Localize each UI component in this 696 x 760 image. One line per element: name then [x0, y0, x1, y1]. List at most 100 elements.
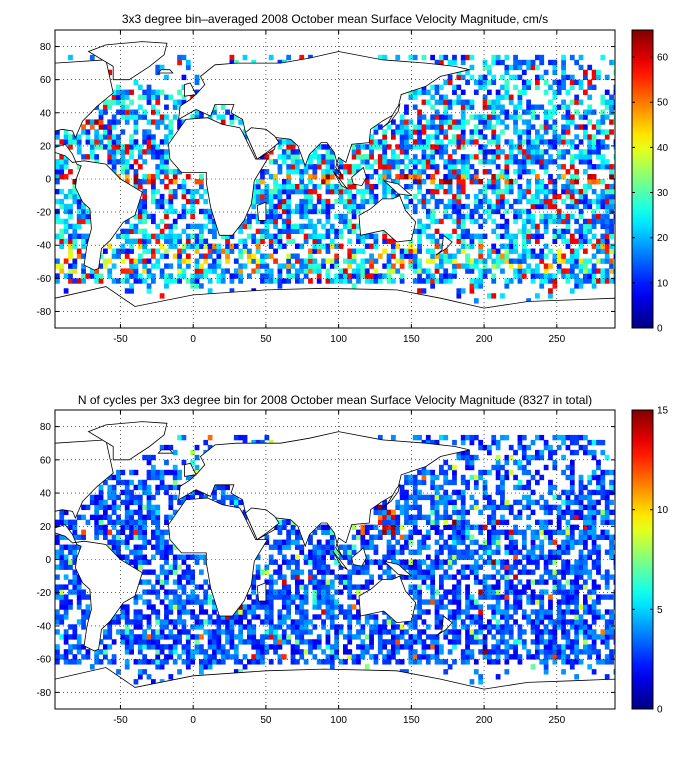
heatmap-cell: [137, 594, 143, 600]
heatmap-cell: [386, 258, 392, 264]
heatmap-cell: [587, 519, 593, 526]
heatmap-cell: [561, 174, 566, 180]
heatmap-cell: [207, 263, 213, 269]
heatmap-cell: [574, 263, 580, 269]
heatmap-cell: [487, 253, 492, 259]
heatmap-cell: [460, 114, 466, 120]
heatmap-cell: [268, 159, 274, 165]
heatmap-cell: [142, 669, 148, 675]
heatmap-cell: [495, 504, 501, 511]
heatmap-cell: [137, 579, 143, 585]
heatmap-cell: [460, 89, 466, 95]
heatmap-cell: [172, 243, 178, 249]
heatmap-cell: [207, 248, 213, 254]
heatmap-cell: [565, 124, 571, 130]
heatmap-cell: [417, 564, 422, 570]
heatmap-cell: [391, 544, 396, 550]
heatmap-cell: [63, 659, 69, 665]
heatmap-cell: [434, 198, 440, 205]
x-tick-label: 200: [476, 334, 493, 345]
heatmap-cell: [456, 94, 462, 100]
heatmap-cell: [299, 634, 305, 640]
heatmap-cell: [469, 599, 475, 605]
heatmap-cell: [72, 534, 78, 540]
heatmap-cell: [408, 159, 414, 165]
heatmap-cell: [251, 213, 257, 220]
heatmap-cell: [194, 233, 200, 239]
heatmap-cell: [508, 74, 514, 81]
heatmap-cell: [295, 589, 300, 595]
heatmap-cell: [539, 139, 545, 145]
heatmap-cell: [155, 154, 161, 160]
heatmap-cell: [129, 228, 134, 235]
heatmap-cell: [377, 504, 383, 511]
heatmap-cell: [530, 599, 536, 605]
heatmap-cell: [421, 179, 427, 185]
heatmap-cell: [116, 278, 121, 284]
heatmap-cell: [539, 604, 545, 610]
heatmap-cell: [596, 69, 601, 76]
heatmap-cell: [308, 549, 313, 555]
heatmap-cell: [63, 634, 69, 640]
heatmap-cell: [116, 119, 121, 125]
heatmap-cell: [548, 263, 553, 269]
heatmap-cell: [316, 579, 322, 585]
heatmap-cell: [574, 589, 580, 595]
heatmap-cell: [504, 609, 510, 615]
heatmap-cell: [382, 519, 388, 526]
heatmap-cell: [116, 669, 121, 675]
heatmap-cell: [129, 288, 134, 294]
heatmap-cell: [303, 614, 309, 620]
heatmap-cell: [574, 238, 580, 244]
heatmap-cell: [430, 494, 436, 501]
heatmap-cell: [473, 193, 479, 200]
heatmap-cell: [408, 659, 414, 665]
heatmap-cell: [500, 109, 505, 115]
heatmap-cell: [264, 614, 270, 620]
heatmap-cell: [535, 54, 540, 61]
heatmap-cell: [59, 559, 65, 565]
heatmap-cell: [142, 659, 148, 665]
heatmap-cell: [168, 223, 174, 230]
heatmap-cell: [299, 268, 305, 274]
heatmap-cell: [273, 183, 278, 190]
heatmap-cell: [264, 599, 270, 605]
heatmap-cell: [369, 243, 374, 249]
heatmap-cell: [207, 594, 213, 600]
heatmap-cell: [347, 198, 353, 205]
heatmap-cell: [504, 519, 510, 526]
heatmap-cell: [72, 139, 78, 145]
heatmap-cell: [360, 624, 366, 630]
heatmap-cell: [504, 179, 510, 185]
heatmap-cell: [177, 248, 182, 254]
heatmap-cell: [465, 584, 470, 590]
heatmap-cell: [107, 99, 113, 105]
heatmap-cell: [408, 549, 414, 555]
heatmap-cell: [391, 248, 396, 254]
heatmap-cell: [412, 263, 418, 269]
heatmap-cell: [103, 649, 108, 655]
heatmap-cell: [473, 263, 479, 269]
heatmap-cell: [242, 654, 248, 660]
heatmap-cell: [443, 104, 449, 110]
heatmap-cell: [286, 198, 292, 205]
heatmap-cell: [425, 124, 431, 130]
heatmap-cell: [207, 654, 213, 660]
heatmap-cell: [329, 278, 335, 284]
heatmap-cell: [85, 519, 91, 526]
heatmap-cell: [325, 154, 331, 160]
heatmap-cell: [63, 594, 69, 600]
heatmap-cell: [172, 649, 178, 655]
x-tick-label: 250: [548, 334, 565, 345]
heatmap-cell: [473, 139, 479, 145]
heatmap-cell: [264, 539, 270, 545]
heatmap-cell: [604, 223, 610, 230]
heatmap-cell: [526, 79, 532, 86]
heatmap-cell: [578, 188, 584, 195]
heatmap-cell: [308, 193, 313, 200]
heatmap-cell: [604, 504, 610, 511]
heatmap-cell: [412, 193, 418, 200]
heatmap-cell: [391, 278, 396, 284]
heatmap-cell: [565, 609, 571, 615]
heatmap-cell: [465, 119, 470, 125]
